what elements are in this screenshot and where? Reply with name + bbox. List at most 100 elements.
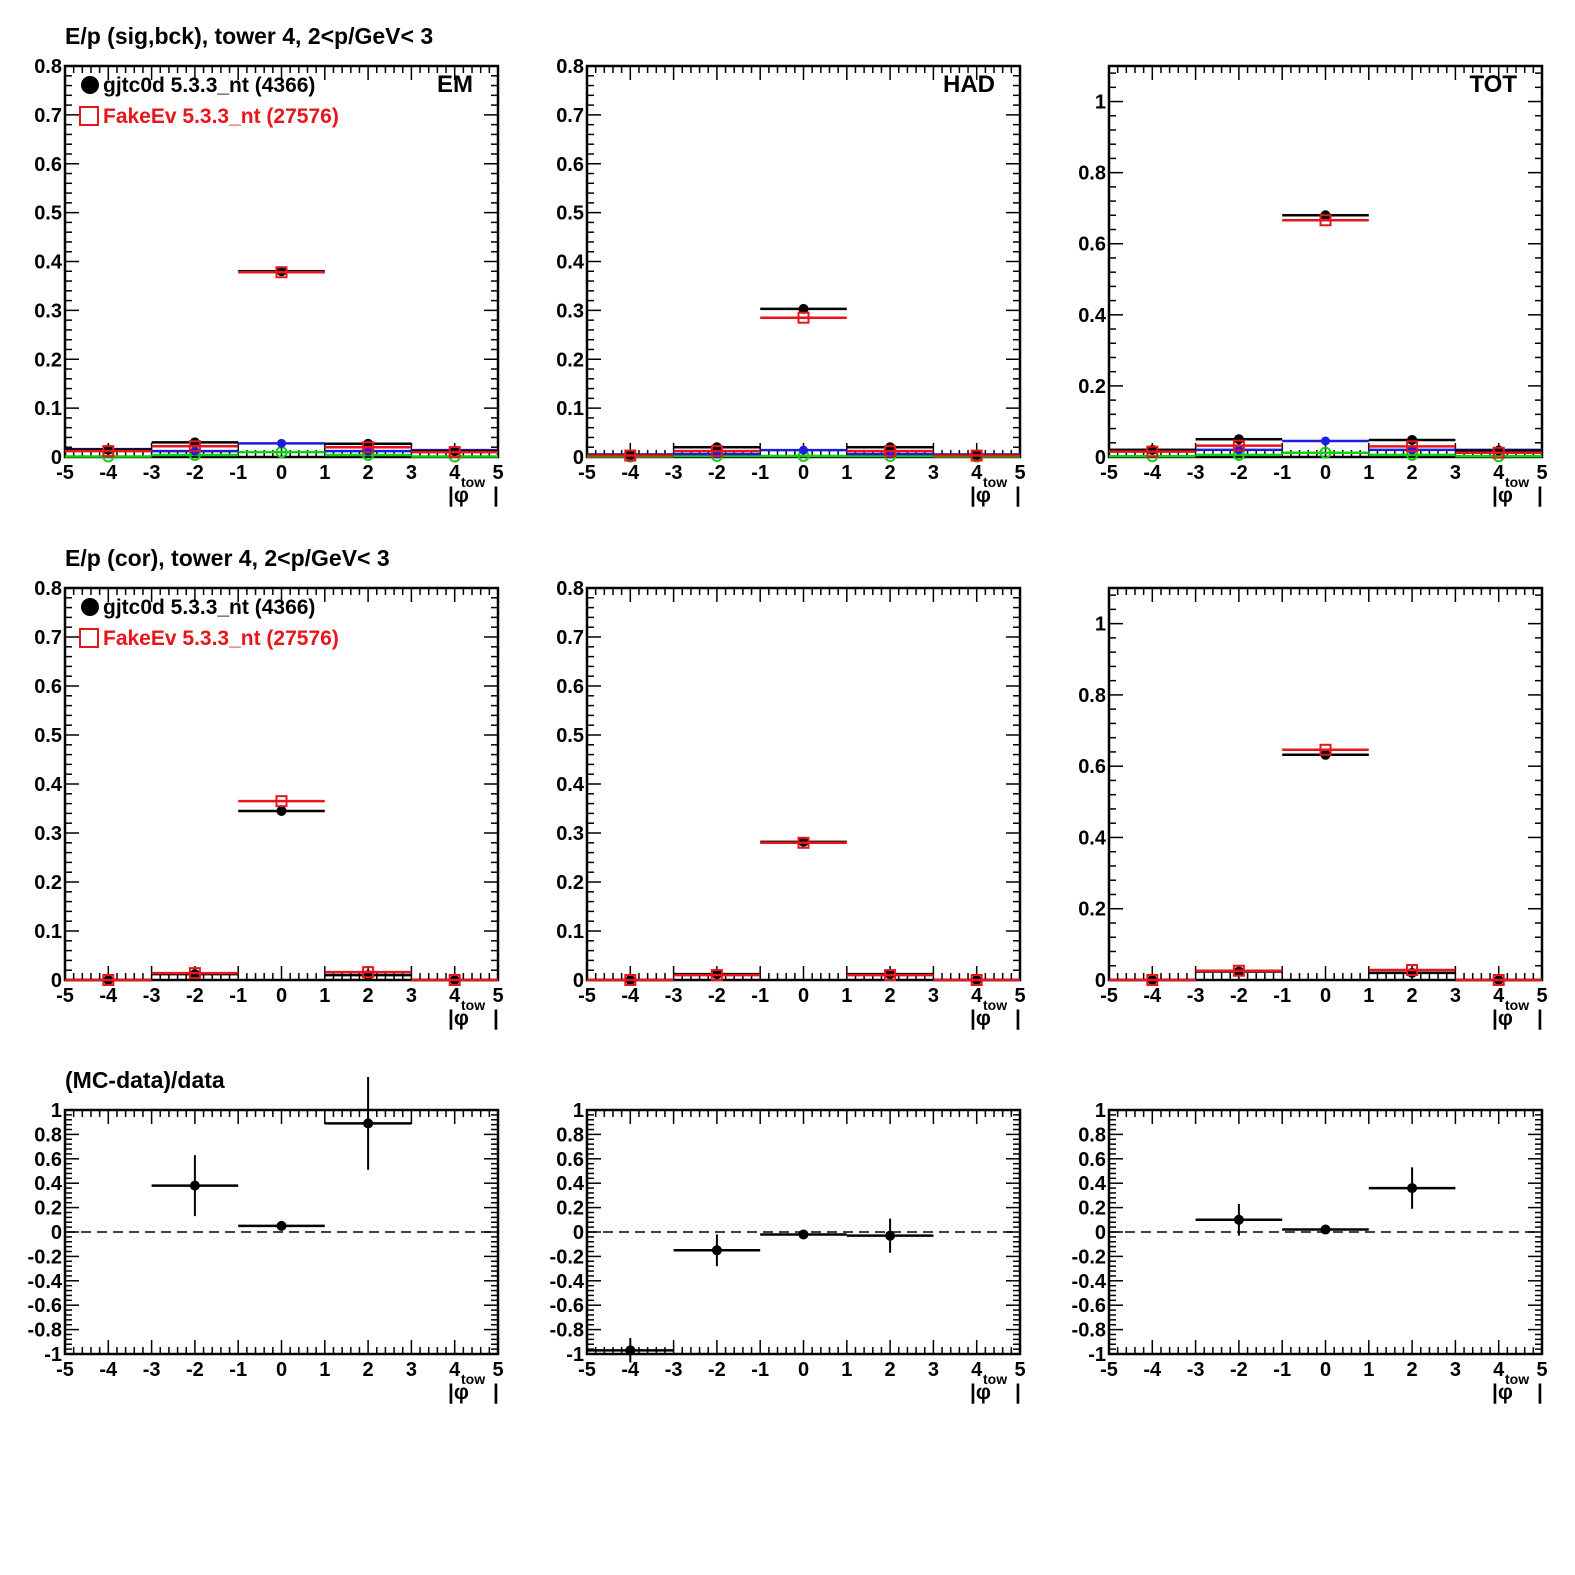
mc-point	[797, 311, 810, 324]
x-tick-label: -2	[708, 985, 726, 1007]
x-tick-label: 2	[1407, 1359, 1418, 1381]
x-tick-label: -1	[1273, 985, 1291, 1007]
x-tick-label: 1	[319, 1359, 330, 1381]
mc-point	[275, 266, 288, 279]
y-tick-label: 0.4	[556, 774, 585, 796]
data-point	[276, 805, 287, 816]
y-tick-label: -0.8	[550, 1320, 584, 1342]
x-axis-label-end: |	[1537, 1381, 1543, 1404]
x-tick-label: -5	[578, 1359, 596, 1381]
x-axis-label: |φ	[1492, 1007, 1513, 1030]
mc-point	[102, 974, 115, 986]
x-tick-label: 5	[1014, 462, 1025, 484]
y-tick-label: 0.8	[34, 578, 62, 600]
x-axis-label: |φ	[970, 1381, 991, 1404]
x-tick-label: -4	[621, 985, 640, 1007]
x-tick-label: -4	[1143, 1359, 1162, 1381]
plot-frame	[1107, 586, 1544, 982]
y-tick-label: 0.6	[556, 154, 584, 176]
y-tick-label: 0	[1095, 1222, 1106, 1244]
data-point	[711, 442, 722, 453]
y-tick-label: 0.4	[34, 1173, 63, 1195]
x-tick-label: 2	[1407, 462, 1418, 484]
mc-point	[1319, 214, 1332, 227]
x-tick-label: 3	[1450, 462, 1461, 484]
data-point	[189, 1180, 200, 1191]
mc-point	[362, 441, 375, 454]
x-tick-label: 4	[1493, 985, 1505, 1007]
x-tick-label: -5	[578, 462, 596, 484]
x-tick-label: 4	[449, 1359, 461, 1381]
x-tick-label: -1	[751, 985, 769, 1007]
y-tick-label: 0.2	[556, 872, 584, 894]
y-tick-label: 0.6	[1078, 756, 1106, 778]
x-tick-label: -2	[1230, 985, 1248, 1007]
y-tick-label: 0	[51, 970, 62, 992]
y-tick-label: -0.8	[28, 1320, 62, 1342]
x-axis-label-sub: tow	[1505, 1371, 1529, 1387]
x-axis-label-end: |	[1537, 1007, 1543, 1030]
y-tick-label: 1	[1095, 614, 1106, 636]
x-tick-label: 3	[406, 462, 417, 484]
x-axis-label-end: |	[493, 1381, 499, 1404]
x-tick-label: 4	[449, 462, 461, 484]
x-axis-label-sub: tow	[983, 1371, 1007, 1387]
x-axis-label-sub: tow	[1505, 474, 1529, 490]
mc-point	[448, 974, 461, 986]
y-tick-label: 0.4	[556, 1173, 585, 1195]
x-tick-label: 3	[1450, 1359, 1461, 1381]
y-tick-label: -0.2	[28, 1246, 62, 1268]
y-tick-label: 0.8	[556, 56, 584, 78]
y-tick-label: 0.3	[556, 823, 584, 845]
y-tick-label: 0.4	[34, 774, 63, 796]
x-tick-label: 3	[928, 985, 939, 1007]
x-tick-label: 2	[363, 1359, 374, 1381]
x-tick-label: 0	[798, 1359, 809, 1381]
x-tick-label: 0	[276, 985, 287, 1007]
y-tick-label: 0.3	[556, 300, 584, 322]
y-tick-label: 1	[51, 1100, 62, 1122]
x-tick-label: 0	[276, 462, 287, 484]
x-tick-label: 1	[319, 985, 330, 1007]
y-tick-label: -0.4	[1072, 1271, 1107, 1293]
panel-row3-TOT: -5 -4 -3 -2 -1 0 1 2 3 4 5|φtow|-1-0.8-0.6-0.4-0.2…	[1072, 1100, 1548, 1404]
x-tick-label: 4	[971, 462, 983, 484]
y-tick-label: 0.1	[556, 398, 584, 420]
y-tick-label: 0.4	[1078, 1173, 1107, 1195]
x-tick-label: 0	[798, 985, 809, 1007]
x-tick-label: -5	[1100, 985, 1118, 1007]
x-tick-label: -3	[143, 985, 161, 1007]
x-tick-label: 5	[492, 1359, 503, 1381]
signal-point	[1321, 436, 1330, 446]
legend: gjtc0d 5.3.3_nt (4366) FakeEv 5.3.3_nt (2…	[79, 596, 339, 650]
legend-marker-data	[81, 598, 99, 616]
x-tick-label: -5	[56, 1359, 74, 1381]
x-tick-label: -1	[751, 1359, 769, 1381]
x-tick-label: -5	[56, 985, 74, 1007]
data-point	[1407, 1183, 1418, 1194]
y-tick-label: 0.6	[34, 1149, 62, 1171]
mc-point	[188, 440, 201, 453]
data-point	[885, 442, 896, 453]
signal-point	[277, 438, 286, 448]
y-tick-label: 0.2	[1078, 899, 1106, 921]
y-tick-label: 0.8	[34, 56, 62, 78]
x-axis-label-end: |	[1537, 484, 1543, 507]
y-tick-label: 0.8	[1078, 1124, 1106, 1146]
y-tick-label: -0.6	[28, 1295, 62, 1317]
y-tick-label: 0.2	[556, 349, 584, 371]
y-tick-label: 0.2	[556, 1198, 584, 1220]
mc-point	[1492, 974, 1505, 986]
signal-point	[799, 445, 808, 455]
x-axis-label-end: |	[1015, 1381, 1021, 1404]
y-tick-label: 0.1	[556, 921, 584, 943]
signal-point	[363, 446, 373, 456]
y-tick-label: 0.6	[556, 1149, 584, 1171]
data-point	[276, 1220, 287, 1231]
y-tick-label: 0.7	[34, 105, 62, 127]
x-axis-label: |φ	[1492, 1381, 1513, 1404]
x-tick-label: -3	[1187, 1359, 1205, 1381]
legend-label-mc: FakeEv 5.3.3_nt (27576)	[103, 105, 339, 128]
y-tick-label: -0.4	[550, 1271, 585, 1293]
